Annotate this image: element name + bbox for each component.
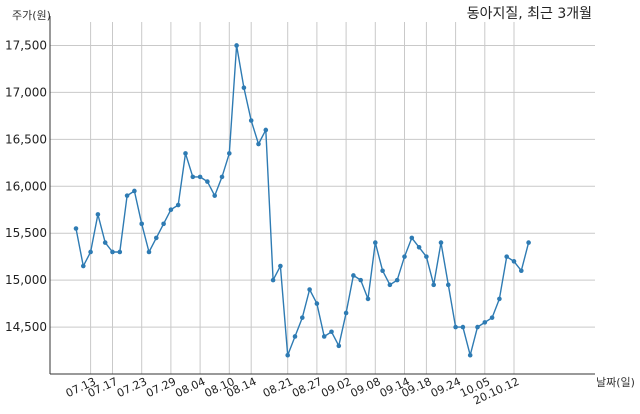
data-point bbox=[489, 315, 495, 320]
data-point bbox=[146, 249, 152, 255]
data-point bbox=[307, 287, 312, 292]
y-tick-label: 15,500 bbox=[5, 226, 47, 240]
data-point bbox=[95, 212, 101, 217]
data-point bbox=[270, 277, 276, 283]
data-point bbox=[519, 268, 524, 274]
data-point bbox=[234, 43, 239, 48]
data-point bbox=[511, 259, 517, 264]
data-point bbox=[227, 151, 232, 156]
data-point bbox=[300, 315, 305, 320]
data-point bbox=[190, 174, 196, 180]
data-point bbox=[168, 207, 174, 213]
data-point bbox=[314, 301, 320, 306]
data-point bbox=[482, 320, 488, 325]
data-point bbox=[446, 282, 451, 288]
y-tick-label: 14,500 bbox=[5, 320, 47, 334]
data-point bbox=[73, 226, 79, 231]
data-point bbox=[256, 141, 261, 147]
data-point bbox=[292, 334, 298, 339]
data-point bbox=[475, 324, 480, 330]
data-point bbox=[197, 174, 203, 180]
data-point bbox=[416, 244, 422, 250]
data-point bbox=[212, 193, 217, 198]
data-point bbox=[124, 193, 130, 198]
y-tick-label: 15,000 bbox=[5, 273, 47, 287]
data-point bbox=[248, 118, 254, 123]
data-point bbox=[380, 268, 385, 274]
data-point bbox=[402, 254, 407, 259]
y-axis-label: 주가(원) bbox=[12, 9, 51, 22]
data-point bbox=[81, 263, 86, 269]
chart-title: 동아지질, 최근 3개월 bbox=[467, 6, 592, 22]
data-point bbox=[373, 240, 378, 245]
data-point bbox=[358, 277, 364, 283]
y-tick-label: 17,000 bbox=[5, 85, 47, 99]
data-point bbox=[205, 179, 210, 184]
data-point bbox=[219, 174, 225, 180]
data-point bbox=[161, 221, 166, 227]
data-point bbox=[175, 202, 181, 208]
data-point bbox=[394, 277, 400, 283]
data-point bbox=[497, 296, 502, 302]
data-point bbox=[154, 235, 159, 241]
data-point bbox=[343, 310, 349, 316]
data-point bbox=[424, 254, 429, 259]
data-point bbox=[336, 343, 342, 349]
data-point bbox=[467, 352, 473, 358]
data-point bbox=[102, 240, 108, 245]
price-series bbox=[73, 43, 531, 358]
grid-lines bbox=[50, 22, 595, 374]
y-tick-label: 16,500 bbox=[5, 132, 47, 146]
data-point bbox=[117, 249, 123, 255]
data-point bbox=[365, 296, 371, 302]
data-point bbox=[453, 324, 458, 330]
data-point bbox=[387, 282, 393, 288]
data-point bbox=[329, 329, 334, 335]
data-point bbox=[409, 235, 415, 241]
y-tick-label: 17,500 bbox=[5, 38, 47, 52]
data-point bbox=[431, 282, 437, 288]
data-point bbox=[460, 324, 466, 330]
x-axis-label: 날짜(일) bbox=[596, 375, 635, 389]
data-point bbox=[241, 85, 247, 91]
data-point bbox=[438, 240, 444, 245]
data-point bbox=[278, 263, 283, 269]
data-point bbox=[139, 221, 144, 227]
data-point bbox=[351, 273, 356, 278]
data-point bbox=[526, 240, 531, 245]
y-tick-label: 16,000 bbox=[5, 179, 47, 193]
data-point bbox=[285, 352, 291, 358]
data-point bbox=[183, 151, 188, 156]
data-point bbox=[321, 334, 327, 339]
axes bbox=[49, 16, 595, 375]
data-point bbox=[88, 249, 93, 255]
data-point bbox=[263, 127, 269, 133]
data-point bbox=[110, 249, 115, 255]
data-point bbox=[504, 254, 510, 259]
data-point bbox=[132, 188, 137, 194]
y-tick-labels: 14,500 15,000 15,500 16,000 16,500 17,000 17,5… bbox=[5, 38, 47, 334]
